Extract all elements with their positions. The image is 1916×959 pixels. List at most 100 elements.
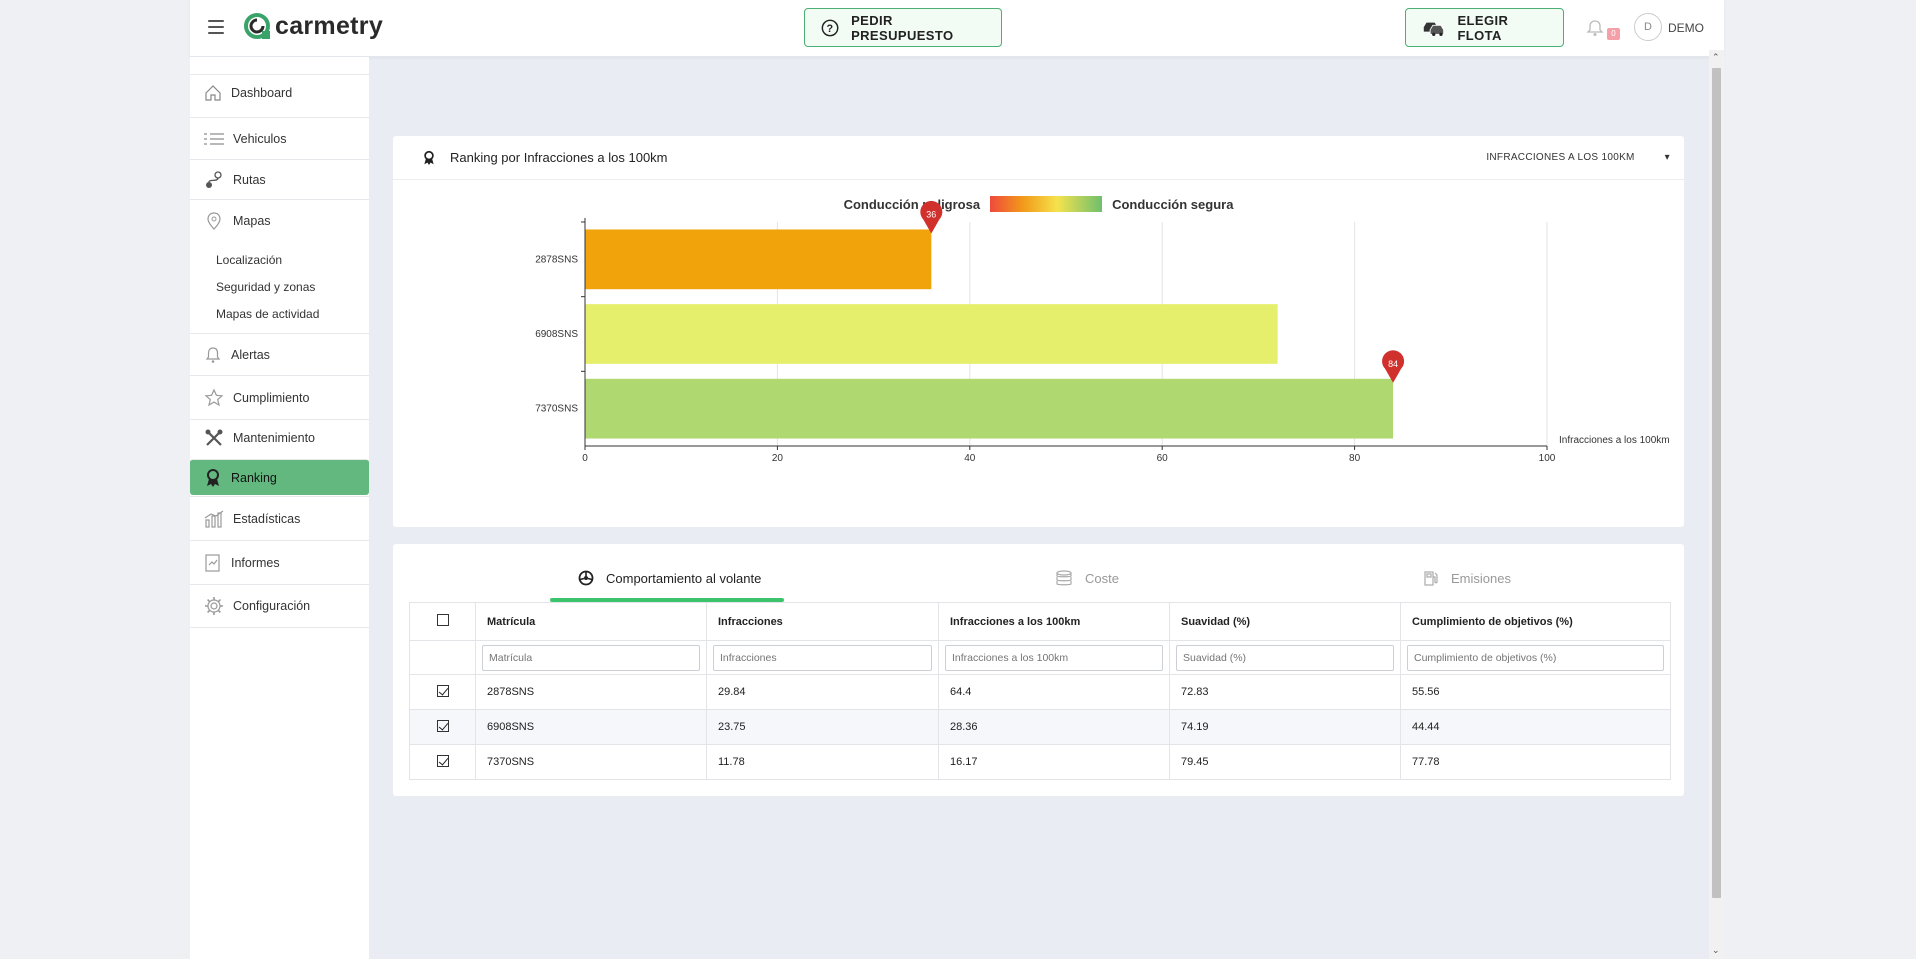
x-tick-label: 80 <box>1349 453 1361 464</box>
bell-icon <box>205 346 221 363</box>
filter-infracciones-input[interactable] <box>713 644 932 671</box>
filter-row <box>409 640 1671 675</box>
cell-matricula: 6908SNS <box>475 709 707 745</box>
page-scrollbar[interactable]: ⌃ ⌄ <box>1709 50 1724 959</box>
route-icon <box>206 170 222 188</box>
tab-emisiones[interactable]: Emisiones <box>1423 570 1511 586</box>
cell-suavidad: 79.45 <box>1169 744 1401 780</box>
gear-icon <box>205 597 223 615</box>
cell-matricula: 7370SNS <box>475 744 707 780</box>
cell-infracciones-100km: 16.17 <box>938 744 1170 780</box>
chart-icon <box>204 510 224 528</box>
tab-label: Coste <box>1085 570 1119 586</box>
category-label: 6908SNS <box>535 329 578 340</box>
notifications-bell-icon[interactable] <box>1585 18 1605 38</box>
row-checkbox-cell <box>409 674 476 710</box>
menu-icon[interactable] <box>208 20 224 34</box>
sidebar-item-ranking[interactable]: Ranking <box>190 459 369 495</box>
cell-cumplimiento: 77.78 <box>1400 744 1671 780</box>
value-marker-pin <box>1382 350 1405 383</box>
sidebar-item-dashboard[interactable]: Dashboard <box>190 74 369 110</box>
sidebar-item-vehiculos[interactable]: Vehiculos <box>190 117 369 159</box>
x-tick-label: 40 <box>964 453 976 464</box>
bar-2878SNS <box>585 229 932 290</box>
column-header-infracciones[interactable]: Infracciones <box>706 602 939 641</box>
sidebar-item-alertas[interactable]: Alertas <box>190 333 369 375</box>
active-tab-indicator <box>550 598 784 602</box>
avatar[interactable]: D <box>1634 13 1662 41</box>
sidebar-item-label: Informes <box>231 555 280 570</box>
filter-matricula-input[interactable] <box>482 644 700 671</box>
scroll-up-icon[interactable]: ⌃ <box>1712 52 1720 62</box>
table-row[interactable]: 7370SNS 11.78 16.17 79.45 77.78 <box>409 744 1671 780</box>
elegir-flota-button[interactable]: ELEGIR FLOTA <box>1405 8 1564 47</box>
select-all-checkbox[interactable] <box>436 614 449 626</box>
logo-text: carmetry <box>275 11 384 40</box>
filter-cell <box>475 640 707 675</box>
sidebar-subitem-localizacion[interactable]: Localización <box>216 253 283 267</box>
logo[interactable]: carmetry <box>242 11 383 41</box>
cell-matricula: 2878SNS <box>475 674 707 710</box>
top-bar: carmetry ? PEDIR PRESUPUESTO ELEGIR FLOT… <box>190 0 1724 57</box>
row-checkbox[interactable] <box>436 684 449 697</box>
pedir-presupuesto-button[interactable]: ? PEDIR PRESUPUESTO <box>804 8 1002 47</box>
column-header-cumplimiento[interactable]: Cumplimiento de objetivos (%) <box>1400 602 1671 641</box>
row-checkbox-cell <box>409 744 476 780</box>
tab-comportamiento[interactable]: Comportamiento al volante <box>578 570 761 586</box>
column-header-infracciones-100km[interactable]: Infracciones a los 100km <box>938 602 1170 641</box>
scroll-thumb[interactable] <box>1712 68 1721 898</box>
cell-infracciones-100km: 64.4 <box>938 674 1170 710</box>
category-label: 7370SNS <box>535 404 578 415</box>
category-label: 2878SNS <box>535 254 578 265</box>
select-all-cell <box>409 602 476 641</box>
cell-cumplimiento: 55.56 <box>1400 674 1671 710</box>
sidebar-item-label: Cumplimiento <box>233 390 310 405</box>
tab-label: Comportamiento al volante <box>606 570 762 586</box>
filter-suavidad-input[interactable] <box>1176 644 1394 671</box>
legend-gradient <box>990 196 1103 212</box>
cell-cumplimiento: 44.44 <box>1400 709 1671 745</box>
sidebar-item-label: Mantenimiento <box>233 430 315 445</box>
sidebar-item-rutas[interactable]: Rutas <box>190 159 369 199</box>
user-name[interactable]: DEMO <box>1668 21 1704 35</box>
report-icon <box>205 553 220 572</box>
sidebar-item-label: Dashboard <box>231 85 293 100</box>
table-card: Comportamiento al volante Coste Emisione… <box>393 544 1684 796</box>
value-marker-label: 36 <box>926 209 936 219</box>
sidebar-item-mapas[interactable]: Mapas <box>190 199 369 241</box>
sidebar-item-cumplimiento[interactable]: Cumplimiento <box>190 375 369 419</box>
sidebar-subitem-mapas-actividad[interactable]: Mapas de actividad <box>216 307 320 321</box>
value-marker-pin <box>920 200 943 234</box>
ranking-card-header: Ranking por Infracciones a los 100km <box>393 136 1684 180</box>
sidebar-item-label: Alertas <box>231 347 270 362</box>
metric-select-value: INFRACCIONES A LOS 100KM <box>1486 152 1635 163</box>
scroll-down-icon[interactable]: ⌄ <box>1712 945 1720 955</box>
column-header-suavidad[interactable]: Suavidad (%) <box>1169 602 1401 641</box>
app-shell: carmetry ? PEDIR PRESUPUESTO ELEGIR FLOT… <box>190 0 1724 959</box>
sidebar-item-label: Estadísticas <box>233 511 301 526</box>
sidebar-item-estadisticas[interactable]: Estadísticas <box>190 496 369 540</box>
filter-infracciones-100km-input[interactable] <box>945 644 1163 671</box>
cars-icon <box>1423 22 1445 36</box>
row-checkbox[interactable] <box>436 754 449 767</box>
row-checkbox[interactable] <box>436 719 449 732</box>
x-axis-label: Infracciones a los 100km <box>1559 435 1670 446</box>
table-row[interactable]: 2878SNS 29.84 64.4 72.83 55.56 <box>409 674 1671 710</box>
sidebar-item-informes[interactable]: Informes <box>190 540 369 584</box>
cell-infracciones: 29.84 <box>706 674 939 710</box>
x-tick-label: 100 <box>1539 453 1556 464</box>
sidebar-item-label: Ranking <box>231 470 277 485</box>
tab-coste[interactable]: Coste <box>1055 570 1119 586</box>
sidebar-item-configuracion[interactable]: Configuración <box>190 584 369 628</box>
x-tick-label: 20 <box>772 453 784 464</box>
filter-cumplimiento-input[interactable] <box>1407 644 1664 671</box>
sidebar-subitem-seguridad[interactable]: Seguridad y zonas <box>216 280 316 294</box>
x-tick-label: 60 <box>1157 453 1169 464</box>
sidebar-item-label: Configuración <box>233 599 311 613</box>
column-header-matricula[interactable]: Matrícula <box>475 602 707 641</box>
sidebar-item-label: Mapas <box>233 213 271 228</box>
metric-select[interactable]: INFRACCIONES A LOS 100KM ▾ <box>1486 152 1670 163</box>
table-header-row: Matrícula Infracciones Infracciones a lo… <box>409 602 1671 641</box>
table-row[interactable]: 6908SNS 23.75 28.36 74.19 44.44 <box>409 709 1671 745</box>
sidebar-item-mantenimiento[interactable]: Mantenimiento <box>190 419 369 455</box>
